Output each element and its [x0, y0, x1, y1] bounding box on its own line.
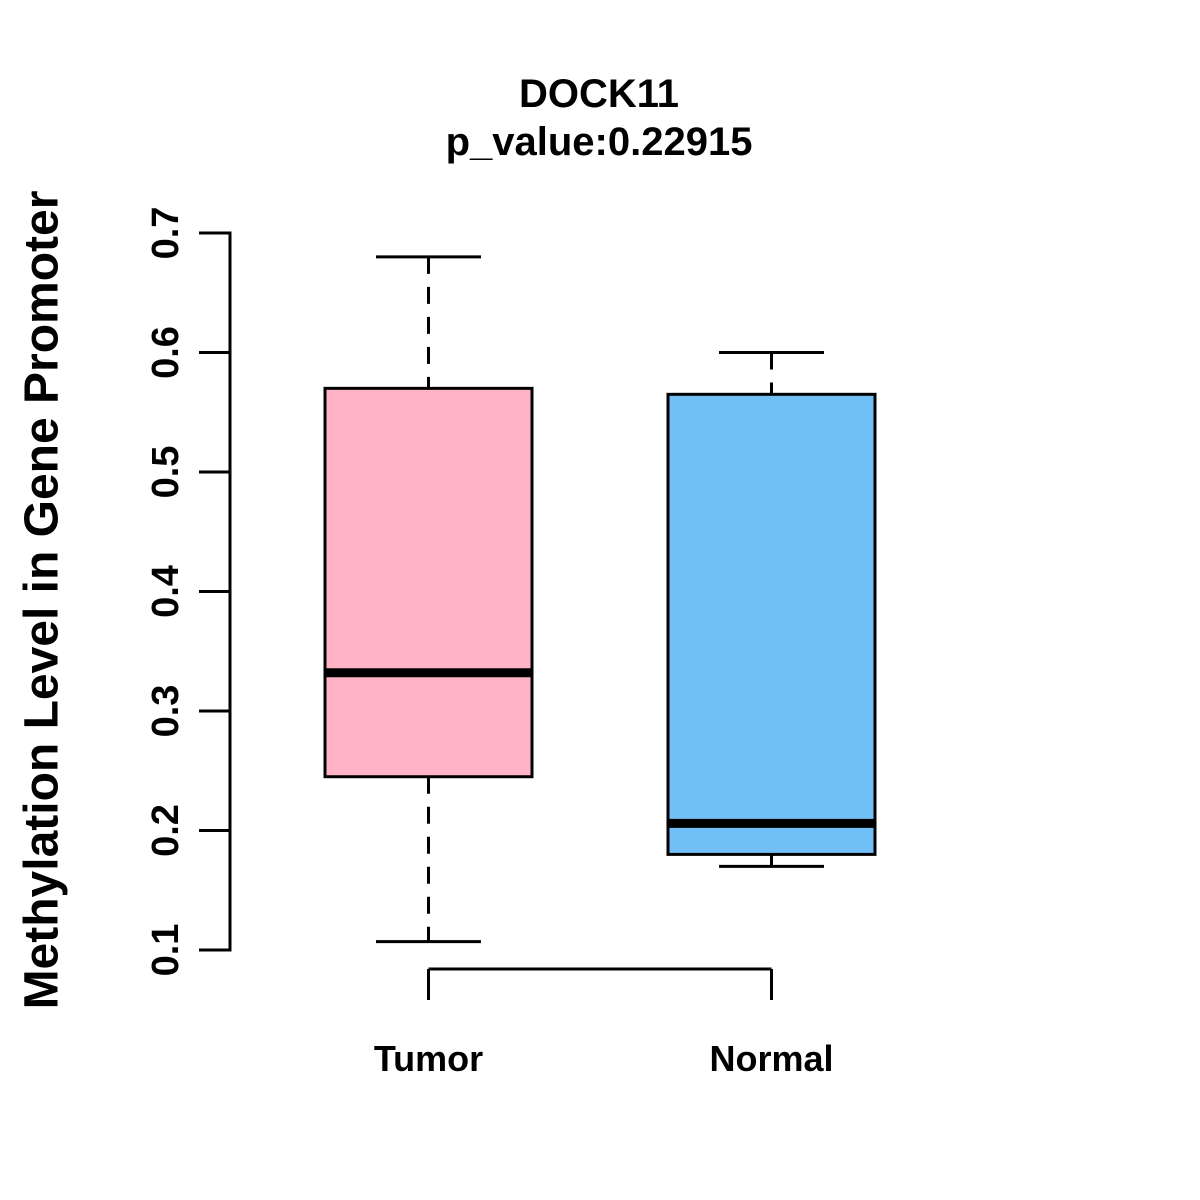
box-normal — [666, 392, 877, 856]
x-tick-label-normal: Normal — [709, 1038, 833, 1079]
y-tick-label: 0.6 — [145, 326, 187, 379]
y-tick-label: 0.7 — [145, 207, 187, 260]
y-tick-label: 0.4 — [145, 565, 187, 618]
y-tick-label: 0.1 — [145, 924, 187, 977]
chart-subtitle: p_value:0.22915 — [445, 120, 753, 164]
y-tick-label: 0.3 — [145, 685, 187, 738]
y-tick-label: 0.2 — [145, 804, 187, 857]
y-tick-label: 0.5 — [145, 446, 187, 499]
box-tumor — [323, 386, 534, 779]
x-tick-label-tumor: Tumor — [374, 1038, 483, 1079]
chart-title: DOCK11 — [518, 72, 680, 116]
